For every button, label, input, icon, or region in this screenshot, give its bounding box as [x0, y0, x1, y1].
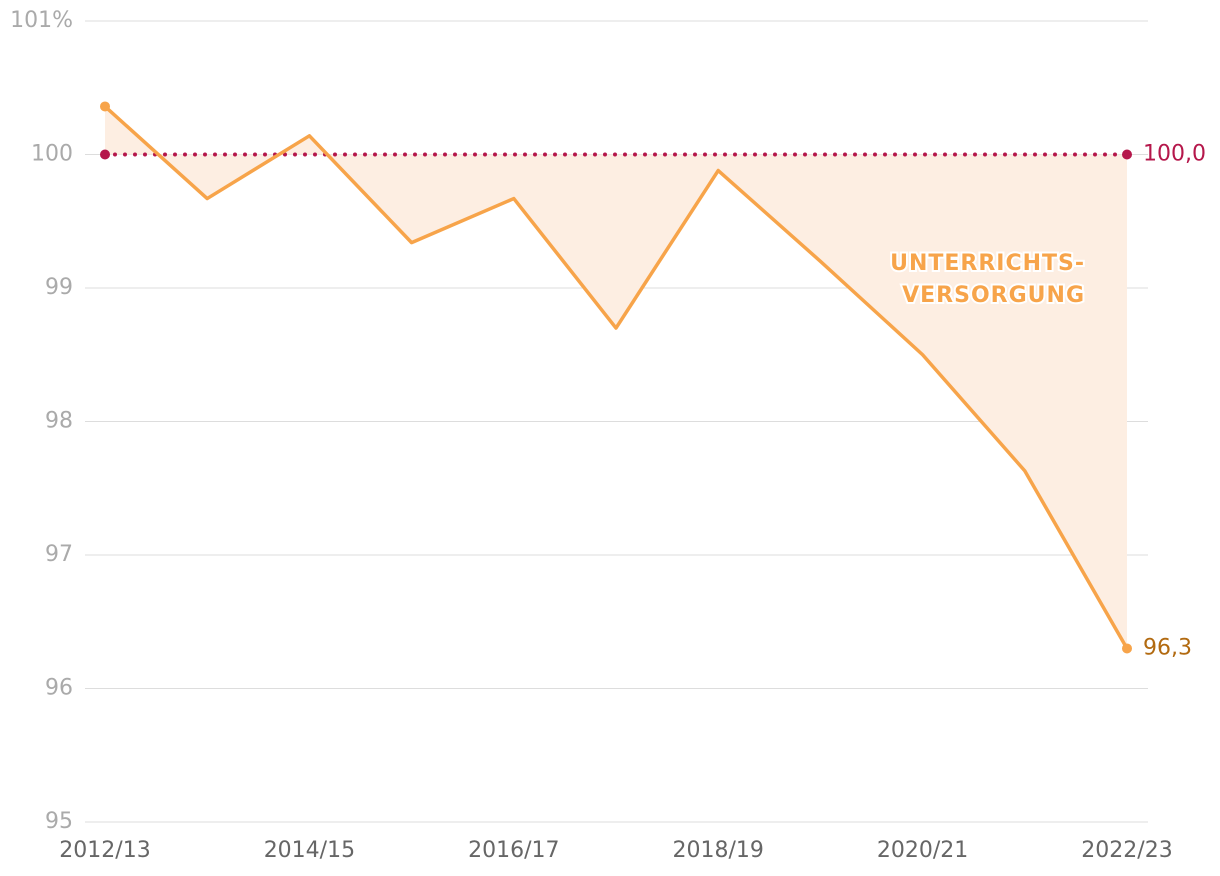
- y-tick-label: 97: [45, 542, 73, 567]
- x-tick-label: 2014/15: [264, 838, 355, 863]
- line: [103, 105, 1129, 650]
- point: [100, 101, 110, 112]
- y-tick-label: 101%: [10, 8, 73, 33]
- reference-label: 100,0: [1143, 142, 1206, 167]
- area: [105, 106, 1127, 649]
- value-label: 96,3: [1143, 635, 1192, 660]
- x-tick-label: 2022/23: [1081, 838, 1172, 863]
- x-tick-label: 2018/19: [672, 838, 763, 863]
- reference-dot: [100, 149, 110, 160]
- y-tick-label: 98: [45, 409, 73, 434]
- annotation: VERSORGUNG: [902, 283, 1085, 308]
- x-tick-label: 2012/13: [59, 838, 150, 863]
- x-tick-label: 2020/21: [877, 838, 968, 863]
- x-tick-label: 2016/17: [468, 838, 559, 863]
- y-tick-label: 99: [45, 275, 73, 300]
- y-tick-label: 95: [45, 809, 73, 834]
- annotation: UNTERRICHTS-: [890, 251, 1085, 276]
- point: [1122, 643, 1132, 654]
- reference-dot: [1122, 149, 1132, 160]
- y-tick-label: 100: [31, 142, 73, 167]
- y-tick-label: 96: [45, 676, 73, 701]
